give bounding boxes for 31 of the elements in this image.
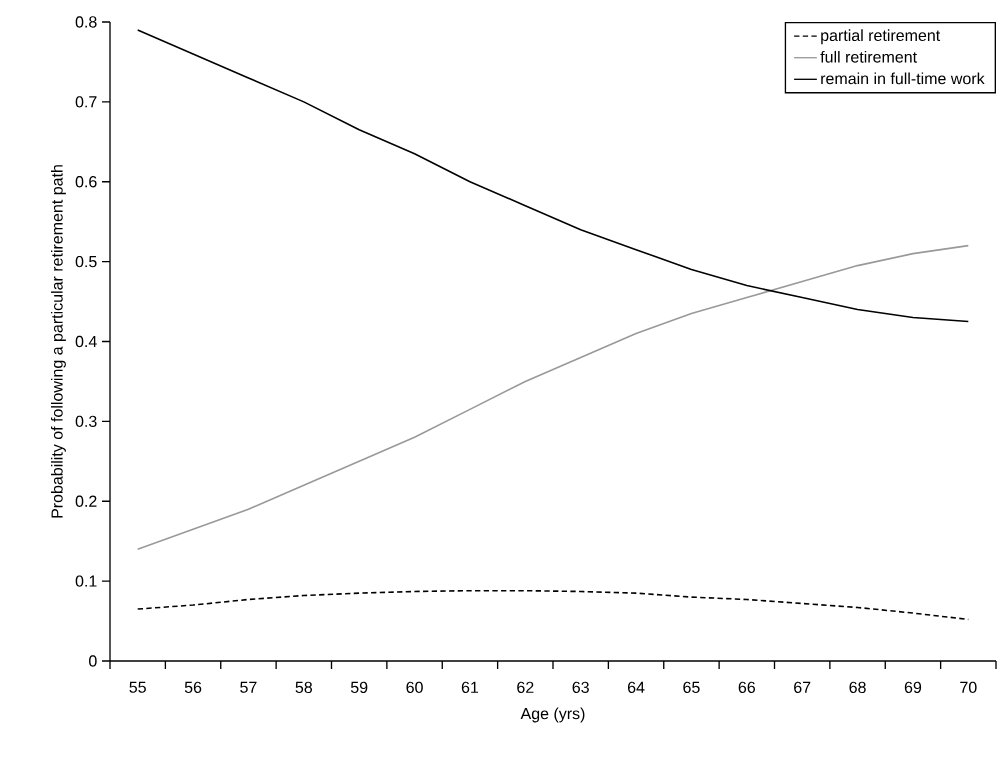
legend-label: remain in full-time work bbox=[821, 72, 985, 85]
x-tick-label: 56 bbox=[184, 681, 202, 694]
y-tick-label: 0.6 bbox=[75, 176, 97, 188]
x-tick-label: 57 bbox=[240, 681, 257, 693]
x-tick-label: 63 bbox=[572, 681, 589, 694]
line-series bbox=[136, 244, 970, 550]
x-tick-label: 69 bbox=[904, 681, 922, 694]
y-tick-label: 0.8 bbox=[75, 16, 97, 28]
x-tick-label: 65 bbox=[683, 681, 700, 694]
y-axis-title: Probability of following a particular retirement path bbox=[50, 165, 66, 518]
x-tick-label: 70 bbox=[960, 681, 977, 694]
y-tick-label: 0.5 bbox=[75, 255, 97, 268]
x-tick-label: 59 bbox=[350, 681, 368, 694]
x-tick-label: 68 bbox=[849, 681, 866, 694]
y-tick-label: 0 bbox=[89, 655, 97, 667]
legend-label: partial retirement bbox=[821, 29, 941, 45]
x-tick-label: 66 bbox=[738, 681, 756, 694]
y-tick-label: 0.4 bbox=[75, 335, 97, 348]
x-tick-label: 60 bbox=[406, 681, 423, 694]
x-tick-label: 58 bbox=[295, 681, 313, 694]
y-tick-label: 0.2 bbox=[75, 495, 97, 507]
x-tick-label: 67 bbox=[794, 681, 811, 694]
x-axis-title: Age (yrs) bbox=[520, 707, 585, 723]
x-tick-label: 61 bbox=[461, 681, 479, 694]
x-tick-label: 55 bbox=[129, 681, 146, 693]
x-tick-label: 62 bbox=[517, 681, 534, 694]
y-tick-label: 0.3 bbox=[75, 415, 97, 428]
x-tick-label: 64 bbox=[627, 681, 645, 694]
legend-label: full retirement bbox=[820, 50, 917, 63]
y-tick-label: 0.7 bbox=[75, 96, 97, 108]
y-tick-label: 0.1 bbox=[75, 575, 97, 587]
